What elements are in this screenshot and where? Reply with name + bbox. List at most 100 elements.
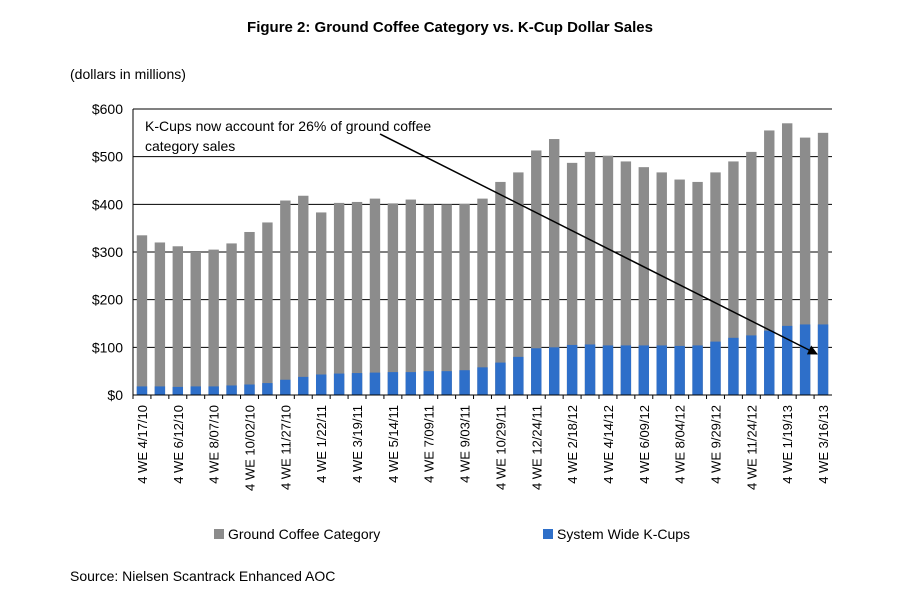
bar-ground-coffee <box>513 172 524 395</box>
bar-k-cups <box>495 362 506 395</box>
x-tick-label: 4 WE 6/09/12 <box>637 405 652 484</box>
bar-ground-coffee <box>638 167 650 395</box>
bar-k-cups <box>315 374 327 395</box>
bar-ground-coffee <box>692 181 703 395</box>
bar-k-cups <box>566 344 578 395</box>
bar-ground-coffee <box>226 243 237 395</box>
bar-k-cups <box>674 345 685 395</box>
bar-k-cups <box>817 324 829 395</box>
bar-ground-coffee <box>710 172 721 395</box>
bar-ground-coffee <box>584 151 596 395</box>
bar-ground-coffee <box>154 242 166 395</box>
legend-swatch <box>214 529 224 539</box>
bar-ground-coffee <box>764 130 775 395</box>
bar-k-cups <box>656 345 667 395</box>
y-tick-label: $200 <box>92 292 123 308</box>
y-tick-label: $500 <box>92 149 123 165</box>
x-tick-label: 4 WE 10/29/11 <box>493 405 508 490</box>
bar-ground-coffee <box>459 203 470 395</box>
bar-ground-coffee <box>405 199 417 395</box>
y-tick-label: $300 <box>92 244 123 260</box>
x-tick-label: 4 WE 1/22/11 <box>314 405 329 483</box>
bar-k-cups <box>298 376 309 395</box>
bar-ground-coffee <box>566 162 578 395</box>
bar-k-cups <box>351 373 363 395</box>
bar-k-cups <box>369 372 381 395</box>
x-tick-label: 4 WE 4/17/10 <box>135 405 150 484</box>
x-tick-label: 4 WE 1/19/13 <box>780 405 795 484</box>
bar-k-cups <box>746 335 757 395</box>
legend-label: System Wide K-Cups <box>557 526 690 542</box>
bar-ground-coffee <box>387 203 399 395</box>
annotation-text: category sales <box>145 138 235 154</box>
bar-k-cups <box>280 379 291 395</box>
bar-ground-coffee <box>172 246 184 395</box>
bar-ground-coffee <box>208 249 219 395</box>
bar-k-cups <box>190 386 201 395</box>
bar-k-cups <box>423 371 434 395</box>
bar-k-cups <box>638 345 650 395</box>
bar-ground-coffee <box>298 195 309 395</box>
bar-k-cups <box>799 324 811 395</box>
bar-ground-coffee <box>244 231 255 395</box>
x-tick-label: 4 WE 5/14/11 <box>386 405 401 483</box>
bar-k-cups <box>531 348 542 395</box>
bar-k-cups <box>728 337 739 395</box>
bar-ground-coffee <box>262 222 273 395</box>
annotation-arrow <box>379 133 818 355</box>
bar-k-cups <box>602 345 614 395</box>
bar-k-cups <box>226 385 237 395</box>
bar-ground-coffee <box>315 212 327 395</box>
units-note: (dollars in millions) <box>70 66 186 82</box>
x-tick-label: 4 WE 9/29/12 <box>709 405 724 484</box>
bar-k-cups <box>441 371 452 395</box>
legend-swatch <box>543 529 553 539</box>
bar-k-cups <box>584 344 596 395</box>
bar-k-cups <box>262 383 273 395</box>
legend-label: Ground Coffee Category <box>228 526 380 542</box>
source-note: Source: Nielsen Scantrack Enhanced AOC <box>70 568 336 584</box>
bar-k-cups <box>620 345 632 395</box>
bar-ground-coffee <box>602 155 614 395</box>
bar-k-cups <box>781 325 793 395</box>
bar-ground-coffee <box>746 151 757 395</box>
x-tick-label: 4 WE 11/27/10 <box>278 405 293 490</box>
bar-k-cups <box>710 341 721 395</box>
bar-ground-coffee <box>441 204 452 395</box>
x-tick-label: 4 WE 2/18/12 <box>565 405 580 484</box>
bar-k-cups <box>477 367 488 395</box>
x-tick-label: 4 WE 6/12/10 <box>171 405 186 484</box>
x-tick-label: 4 WE 4/14/12 <box>601 405 616 484</box>
x-tick-label: 4 WE 7/09/11 <box>422 405 437 483</box>
x-tick-label: 4 WE 10/02/10 <box>243 405 258 491</box>
bar-k-cups <box>136 386 148 395</box>
x-tick-label: 4 WE 9/03/11 <box>458 405 473 483</box>
bar-ground-coffee <box>495 181 506 395</box>
bar-k-cups <box>548 347 560 395</box>
bar-ground-coffee <box>531 150 542 395</box>
bar-k-cups <box>333 373 345 395</box>
bar-ground-coffee <box>817 132 829 396</box>
y-tick-label: $400 <box>92 196 123 212</box>
bar-ground-coffee <box>674 179 685 395</box>
bar-ground-coffee <box>136 235 148 395</box>
bar-ground-coffee <box>190 252 201 395</box>
y-tick-label: $600 <box>92 101 123 117</box>
bar-k-cups <box>459 370 470 395</box>
x-tick-label: 4 WE 12/24/11 <box>529 405 544 490</box>
bar-ground-coffee <box>728 161 739 395</box>
bar-k-cups <box>208 386 219 395</box>
chart-title: Figure 2: Ground Coffee Category vs. K-C… <box>247 19 653 36</box>
x-tick-label: 4 WE 3/19/11 <box>350 405 365 483</box>
annotation-background <box>140 116 510 156</box>
bar-ground-coffee <box>799 137 811 395</box>
bar-ground-coffee <box>369 198 381 395</box>
bar-ground-coffee <box>280 200 291 395</box>
bar-k-cups <box>513 356 524 395</box>
annotation-text: K-Cups now account for 26% of ground cof… <box>145 118 431 134</box>
x-tick-label: 4 WE 11/24/12 <box>744 405 759 490</box>
bar-k-cups <box>172 386 184 395</box>
x-tick-label: 4 WE 3/16/13 <box>816 405 831 484</box>
bar-ground-coffee <box>781 123 793 396</box>
bar-ground-coffee <box>656 172 667 395</box>
